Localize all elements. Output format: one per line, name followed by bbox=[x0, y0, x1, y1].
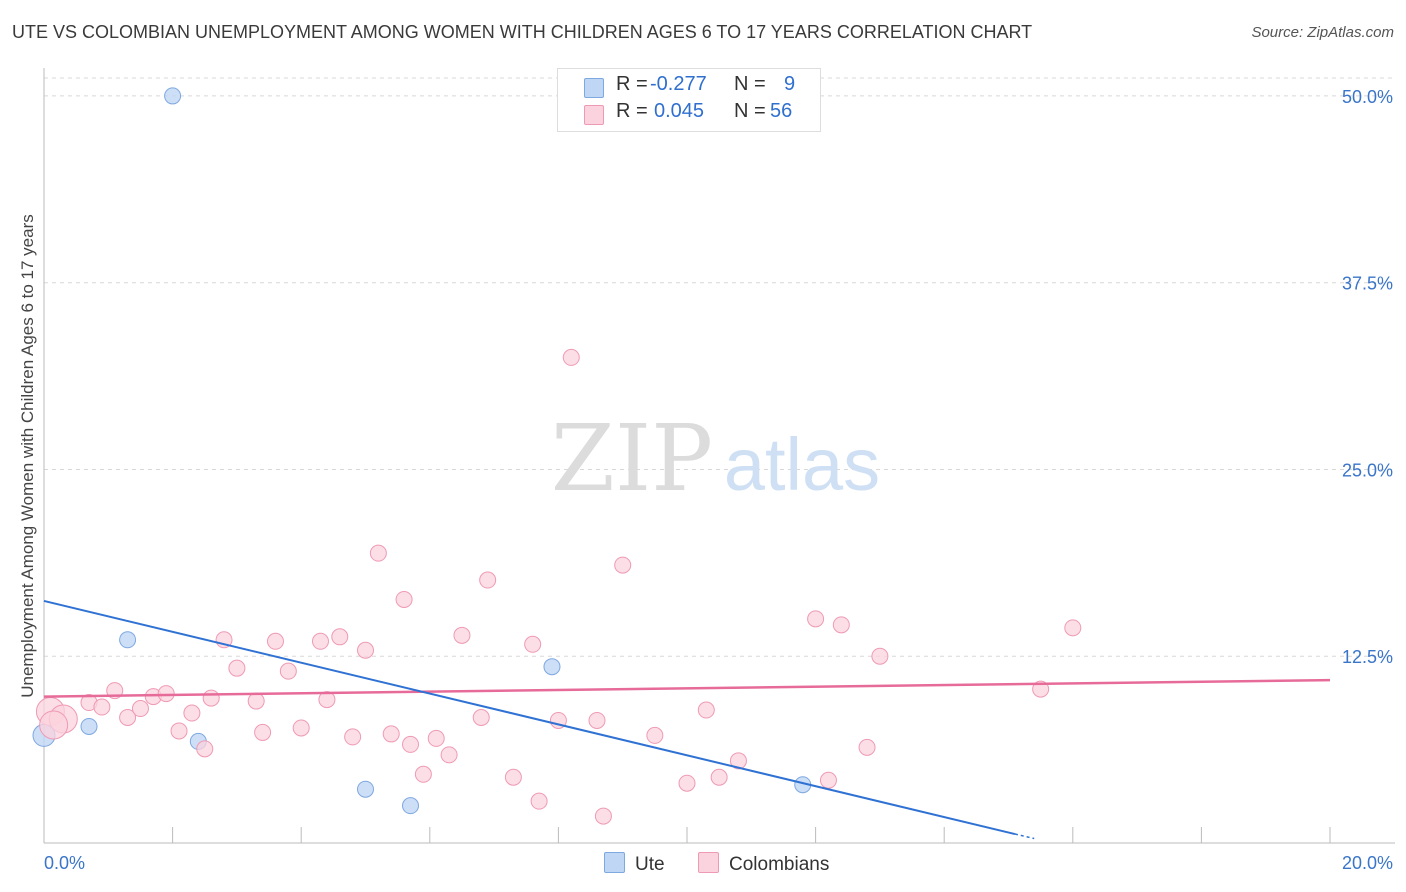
colombians-point bbox=[119, 708, 137, 726]
colombians-point bbox=[697, 701, 715, 719]
colombians-point bbox=[311, 632, 329, 650]
colombians-point bbox=[344, 728, 362, 746]
legend-r-label: R = bbox=[616, 100, 648, 122]
colombians-point bbox=[562, 348, 580, 366]
legend-swatch-colombians bbox=[584, 105, 604, 125]
colombians-point bbox=[504, 768, 522, 786]
colombians-point bbox=[594, 807, 612, 825]
axes bbox=[43, 68, 1395, 844]
source-credit: Source: ZipAtlas.com bbox=[1251, 24, 1394, 41]
colombians-point bbox=[646, 726, 664, 744]
y-tick-label: 12.5% bbox=[1342, 647, 1393, 667]
colombians-point bbox=[196, 740, 214, 758]
ute-point bbox=[402, 797, 420, 815]
colombians-point bbox=[414, 765, 432, 783]
colombians-point bbox=[131, 700, 149, 718]
colombians-point bbox=[170, 722, 188, 740]
legend-r-value: -0.277 bbox=[650, 73, 707, 95]
colombians-point bbox=[440, 746, 458, 764]
x-tick-label: 0.0% bbox=[44, 853, 85, 873]
colombians-point bbox=[453, 626, 471, 644]
colombians-point bbox=[382, 725, 400, 743]
ute-trend-line bbox=[43, 599, 1016, 836]
colombians-point bbox=[369, 544, 387, 562]
legend-n-value: 56 bbox=[770, 100, 793, 122]
colombians-point bbox=[832, 616, 850, 634]
colombians-point bbox=[530, 792, 548, 810]
colombians-trend-line bbox=[43, 678, 1331, 698]
colombians-point bbox=[318, 691, 336, 709]
legend-r-value: 0.045 bbox=[654, 100, 705, 122]
colombians-point bbox=[588, 711, 606, 729]
legend-n-label: N = bbox=[734, 73, 766, 95]
bottom-legend-ute-label: Ute bbox=[635, 854, 665, 875]
colombians-point bbox=[266, 632, 284, 650]
colombians-point bbox=[228, 659, 246, 677]
colombians-point bbox=[427, 729, 445, 747]
bottom-legend-colombians-swatch bbox=[698, 852, 719, 873]
y-tick-label: 25.0% bbox=[1342, 460, 1393, 480]
y-tick-label: 50.0% bbox=[1342, 87, 1393, 107]
colombians-point bbox=[819, 771, 837, 789]
colombians-point bbox=[614, 556, 632, 574]
legend-r-label: R = bbox=[616, 73, 648, 95]
legend-n-value: 9 bbox=[784, 73, 796, 95]
colombians-point bbox=[279, 662, 297, 680]
colombians-point bbox=[357, 641, 374, 659]
legend-swatch-ute bbox=[584, 78, 604, 98]
colombians-point bbox=[292, 719, 310, 737]
grid-lines bbox=[44, 77, 1395, 657]
legend-row-colombians: R = 0.045 N = 56 bbox=[558, 100, 820, 126]
y-tick-label: 37.5% bbox=[1342, 274, 1393, 294]
bottom-legend-ute-swatch bbox=[604, 852, 625, 873]
ute-point bbox=[357, 780, 374, 798]
colombians-point bbox=[472, 708, 490, 726]
colombians-point bbox=[183, 704, 201, 722]
x-tick-label: 20.0% bbox=[1342, 853, 1393, 873]
ute-series bbox=[32, 87, 812, 815]
watermark-zip: ZIP bbox=[551, 405, 713, 512]
colombians-series bbox=[35, 348, 1082, 825]
colombians-point bbox=[678, 774, 696, 792]
colombians-point bbox=[93, 698, 111, 716]
bottom-legend-ute: Ute bbox=[604, 852, 665, 876]
correlation-legend: R = -0.277 N = 9 R = 0.045 N = 56 bbox=[557, 68, 821, 132]
ute-point bbox=[80, 717, 98, 735]
legend-n-label: N = bbox=[734, 100, 766, 122]
colombians-point bbox=[1064, 619, 1082, 637]
legend-row-ute: R = -0.277 N = 9 bbox=[558, 73, 820, 99]
y-axis-label: Unemployment Among Women with Children A… bbox=[18, 214, 37, 698]
colombians-point bbox=[202, 689, 220, 707]
colombians-point bbox=[710, 768, 728, 786]
colombians-point bbox=[858, 738, 876, 756]
ute-point bbox=[164, 87, 182, 105]
colombians-point bbox=[157, 685, 175, 703]
colombians-point bbox=[729, 752, 747, 770]
colombians-point bbox=[247, 692, 265, 710]
colombians-point bbox=[39, 710, 69, 740]
colombians-point bbox=[331, 628, 349, 646]
chart-title: UTE VS COLOMBIAN UNEMPLOYMENT AMONG WOME… bbox=[12, 22, 1033, 42]
colombians-point bbox=[871, 647, 889, 665]
ute-trend-extension bbox=[1014, 833, 1035, 840]
colombians-point bbox=[395, 590, 413, 608]
watermark-atlas: atlas bbox=[724, 423, 880, 506]
tick-labels: 12.5% 25.0% 37.5% 50.0% 0.0% 20.0% bbox=[44, 87, 1393, 873]
colombians-point bbox=[479, 571, 497, 589]
bottom-legend-colombians-label: Colombians bbox=[729, 854, 830, 875]
ute-point bbox=[119, 631, 137, 649]
trend-lines bbox=[43, 599, 1331, 840]
colombians-point bbox=[524, 635, 542, 653]
colombians-point bbox=[254, 723, 272, 741]
colombians-point bbox=[402, 735, 420, 753]
watermark: ZIP atlas bbox=[551, 405, 880, 512]
colombians-point bbox=[807, 610, 825, 628]
ute-point bbox=[543, 658, 561, 676]
bottom-legend-colombians: Colombians bbox=[698, 852, 829, 876]
